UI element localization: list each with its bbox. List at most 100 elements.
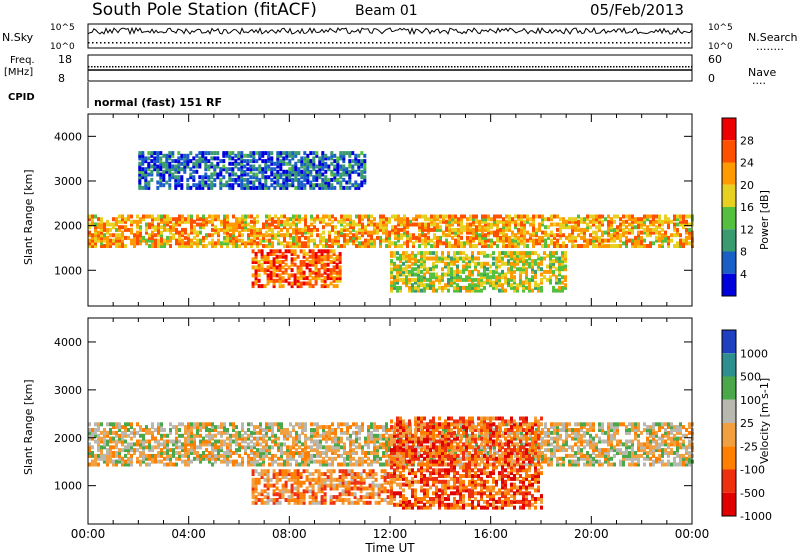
- range-time-cell: [338, 268, 342, 273]
- range-time-cell: [159, 156, 163, 161]
- range-time-cell: [308, 260, 312, 264]
- range-time-cell: [462, 256, 465, 261]
- range-time-cell: [157, 222, 160, 227]
- range-time-cell: [272, 273, 276, 278]
- range-time-cell: [249, 164, 253, 169]
- range-time-cell: [438, 256, 441, 261]
- range-time-cell: [166, 214, 169, 219]
- nave-trace: [514, 66, 516, 68]
- range-time-cell: [270, 161, 274, 166]
- range-time-cell: [403, 459, 406, 464]
- range-time-cell: [346, 241, 349, 246]
- range-time-cell: [483, 280, 486, 285]
- range-time-cell: [333, 177, 337, 182]
- range-time-cell: [385, 230, 388, 235]
- range-time-cell: [210, 156, 214, 161]
- range-time-cell: [451, 227, 454, 232]
- range-time-cell: [195, 159, 199, 164]
- range-time-cell: [138, 175, 142, 180]
- range-time-cell: [538, 227, 541, 232]
- range-time-cell: [190, 222, 193, 227]
- range-time-cell: [274, 439, 277, 444]
- range-time-cell: [331, 459, 334, 464]
- range-time-cell: [537, 256, 540, 261]
- range-time-cell: [294, 167, 298, 172]
- range-time-cell: [145, 453, 148, 458]
- range-time-cell: [269, 278, 273, 283]
- range-time-cell: [112, 459, 115, 464]
- range-time-cell: [181, 459, 184, 464]
- range-time-cell: [226, 225, 229, 230]
- range-time-cell: [184, 462, 187, 467]
- range-time-cell: [643, 217, 646, 222]
- range-time-cell: [323, 265, 327, 270]
- range-time-cell: [180, 161, 184, 166]
- range-time-cell: [343, 422, 346, 427]
- range-time-cell: [162, 153, 166, 158]
- range-time-cell: [100, 439, 103, 444]
- range-time-cell: [481, 453, 484, 458]
- range-time-cell: [342, 185, 346, 190]
- range-time-cell: [103, 445, 106, 450]
- range-time-cell: [637, 222, 640, 227]
- range-time-cell: [324, 180, 328, 185]
- range-time-cell: [268, 241, 271, 246]
- range-time-cell: [223, 453, 226, 458]
- range-time-cell: [225, 167, 229, 172]
- range-time-cell: [414, 259, 417, 264]
- range-time-cell: [528, 283, 531, 288]
- range-time-cell: [220, 425, 223, 430]
- range-time-cell: [259, 230, 262, 235]
- range-time-cell: [229, 451, 232, 455]
- range-time-cell: [510, 269, 513, 274]
- range-time-cell: [323, 281, 327, 286]
- range-time-cell: [484, 241, 487, 246]
- range-time-cell: [340, 422, 343, 427]
- nsearch-trace: [300, 42, 302, 44]
- range-time-cell: [324, 161, 328, 166]
- range-time-cell: [139, 459, 142, 464]
- range-time-cell: [262, 448, 265, 453]
- range-time-cell: [418, 453, 421, 458]
- range-time-cell: [138, 183, 142, 188]
- range-time-cell: [198, 175, 202, 180]
- range-time-cell: [522, 269, 525, 274]
- range-time-cell: [334, 445, 337, 450]
- range-time-cell: [447, 283, 450, 288]
- range-time-cell: [234, 159, 238, 164]
- range-time-cell: [679, 241, 682, 246]
- nsearch-trace: [604, 42, 606, 44]
- range-time-cell: [255, 159, 259, 164]
- range-time-cell: [286, 448, 289, 453]
- range-time-cell: [349, 453, 352, 458]
- range-time-cell: [220, 227, 223, 232]
- range-time-cell: [226, 235, 229, 240]
- range-time-cell: [496, 222, 499, 227]
- range-time-cell: [513, 261, 516, 266]
- range-time-cell: [287, 276, 291, 281]
- range-time-cell: [250, 230, 253, 235]
- range-time-cell: [549, 253, 552, 258]
- range-time-cell: [379, 238, 382, 243]
- range-time-cell: [502, 459, 505, 464]
- nave-trace: [349, 66, 351, 68]
- range-time-cell: [382, 219, 385, 224]
- range-time-cell: [103, 456, 106, 461]
- range-time-cell: [157, 451, 160, 455]
- range-time-cell: [271, 244, 274, 248]
- range-time-cell: [537, 267, 540, 272]
- range-time-cell: [457, 241, 460, 246]
- range-time-cell: [118, 459, 121, 464]
- nsearch-trace: [548, 42, 550, 44]
- nsearch-trace: [636, 42, 638, 44]
- range-time-cell: [463, 462, 466, 467]
- range-time-cell: [317, 257, 321, 262]
- range-time-cell: [103, 233, 106, 238]
- range-time-cell: [324, 153, 328, 158]
- range-time-cell: [526, 217, 529, 222]
- range-time-cell: [292, 238, 295, 243]
- range-time-cell: [187, 448, 190, 453]
- range-time-cell: [498, 253, 501, 258]
- range-time-cell: [688, 233, 691, 238]
- range-time-cell: [300, 161, 304, 166]
